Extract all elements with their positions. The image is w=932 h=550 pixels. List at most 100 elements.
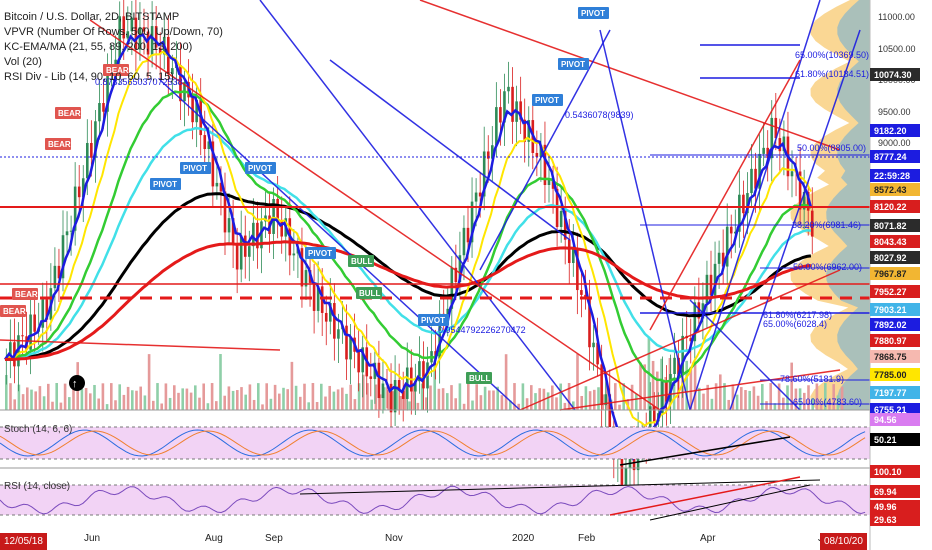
candle-body [304, 270, 308, 287]
volume-bar [223, 395, 226, 410]
candle-body [446, 308, 450, 318]
candle-body [470, 201, 474, 243]
vpvr-profile [790, 0, 870, 410]
price-tick-label: 11000.00 [878, 12, 915, 22]
price-label-text: 22:59:28 [874, 171, 910, 181]
volume-bar [257, 383, 260, 410]
candle-body [584, 294, 587, 298]
rsi-trendline [299, 479, 821, 495]
volume-bar [488, 390, 491, 410]
volume-bar [651, 360, 655, 410]
price-label-box [870, 350, 920, 363]
volume-bar [362, 374, 365, 410]
candle-body [725, 226, 729, 267]
volume-bar [370, 399, 373, 410]
candle-body [661, 381, 664, 414]
pivot-tag-box [418, 314, 449, 326]
volume-bar [693, 364, 697, 410]
time-axis-label: Jun [84, 533, 100, 544]
price-label-box [870, 386, 920, 399]
candle-body [624, 468, 628, 490]
volume-bar [349, 384, 352, 410]
volume-bar [198, 397, 201, 410]
price-label-box [870, 235, 920, 248]
volume-bar [437, 388, 441, 410]
pivot-tag-text: PIVOT [183, 164, 207, 173]
stoch-value-box [870, 413, 920, 426]
candle-body [511, 86, 514, 122]
candle-body [381, 383, 385, 399]
price-label-box [870, 68, 920, 81]
rsi-value-box [870, 485, 920, 498]
volume-bar [765, 401, 768, 410]
candle-body [693, 302, 697, 342]
volume-bar [315, 402, 319, 410]
volume-bar [328, 385, 331, 410]
volume-bar [387, 389, 390, 410]
bear-tag-box [55, 107, 81, 119]
indicator-legend: Bitcoin / U.S. Dollar, 2D, BITSTAMP VPVR… [4, 10, 223, 85]
candle-body [770, 117, 774, 159]
volume-bar [819, 403, 823, 410]
price-label-text: 7785.00 [874, 370, 907, 380]
pivot-tag-text: PIVOT [421, 316, 445, 325]
bear-tag-box [0, 305, 26, 317]
bear-tag-box [103, 64, 129, 76]
pivot-tag-text: PIVOT [535, 96, 559, 105]
volume-bar [93, 384, 96, 410]
volume-bar [395, 386, 399, 410]
candle-body [256, 222, 259, 249]
price-tick-label: 10500.00 [878, 44, 916, 54]
candle-body [632, 449, 636, 471]
candle-body [357, 351, 360, 373]
volume-bar [698, 387, 701, 410]
volume-bar [790, 362, 793, 410]
candle-body [17, 335, 20, 367]
candle-body [349, 337, 352, 360]
candle-body [252, 222, 255, 247]
volume-bar [72, 385, 75, 410]
rsi-trendline-2 [649, 484, 811, 521]
volume-bar [828, 400, 831, 410]
volume-bar [47, 383, 50, 410]
trend-line [0, 339, 281, 351]
vpvr-profile-up [826, 0, 870, 410]
volume-bar [798, 388, 802, 410]
candle-body [665, 381, 668, 402]
candle-body [227, 218, 231, 233]
pivot-tag-box [150, 178, 181, 190]
bear-tag-text: BEAR [48, 140, 71, 149]
bull-tag-text: BULL [469, 374, 490, 383]
time-axis-label: Sep [265, 533, 283, 544]
pivot-tag-box [532, 94, 563, 106]
volume-bar [584, 386, 588, 410]
volume-bar [483, 386, 487, 410]
candle-body [69, 230, 73, 232]
volume-bar [492, 390, 495, 410]
price-label-text: 9182.20 [874, 126, 907, 136]
candle-body [810, 210, 814, 237]
volume-bar [269, 398, 273, 410]
volume-bar [80, 388, 84, 410]
candle-body [61, 235, 65, 279]
candle-body [503, 91, 506, 123]
volume-bar [567, 383, 571, 410]
volume-bar [454, 398, 457, 410]
price-tick-label: 9500.00 [878, 107, 911, 117]
candle-body [154, 26, 158, 48]
volume-bar [563, 402, 567, 410]
candle-body [673, 357, 676, 374]
volume-bar [131, 390, 134, 410]
fib-label: 38.20%(6981.46) [792, 220, 861, 230]
candle-body [600, 364, 603, 406]
volume-bar [580, 395, 583, 410]
volume-bar [114, 400, 117, 410]
candle-body [106, 66, 109, 112]
price-label-text: 6755.21 [874, 405, 907, 415]
bear-tag-box [12, 288, 38, 300]
volume-bar [63, 383, 67, 410]
candle-body [276, 198, 279, 220]
rsi-value-text: 29.63 [874, 515, 897, 525]
